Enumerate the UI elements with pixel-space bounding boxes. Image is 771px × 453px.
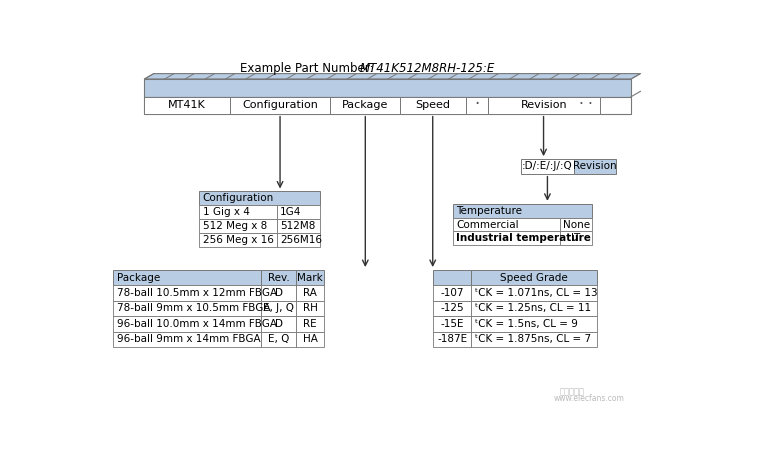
Bar <box>433 285 471 301</box>
Text: D: D <box>274 288 282 298</box>
Text: 1 Gig x 4: 1 Gig x 4 <box>203 207 250 217</box>
Bar <box>113 332 261 347</box>
Text: Configuration: Configuration <box>203 193 274 203</box>
Bar <box>296 316 325 332</box>
Text: Speed: Speed <box>416 100 450 110</box>
Bar <box>277 233 319 247</box>
Bar <box>453 231 560 246</box>
Bar <box>433 301 471 316</box>
Bar <box>113 270 261 285</box>
Text: RE: RE <box>304 319 317 329</box>
Bar <box>471 316 597 332</box>
Text: ·: · <box>474 96 480 113</box>
Text: ·: · <box>578 97 583 112</box>
Text: 256M16: 256M16 <box>280 235 322 245</box>
Text: ᵗCK = 1.25ns, CL = 11: ᵗCK = 1.25ns, CL = 11 <box>475 304 591 313</box>
Bar <box>200 205 277 219</box>
Text: IT: IT <box>571 233 581 243</box>
Text: Revision: Revision <box>520 100 567 110</box>
Text: MT41K: MT41K <box>168 100 206 110</box>
Text: HA: HA <box>303 334 318 344</box>
Bar <box>471 332 597 347</box>
Bar <box>433 316 471 332</box>
Text: 1G4: 1G4 <box>280 207 301 217</box>
Bar <box>433 332 471 347</box>
Text: ·: · <box>588 97 592 112</box>
Bar <box>453 217 560 231</box>
Text: www.elecfans.com: www.elecfans.com <box>554 394 625 403</box>
Bar <box>471 301 597 316</box>
Text: RH: RH <box>303 304 318 313</box>
Bar <box>296 285 325 301</box>
Text: Industrial temperature: Industrial temperature <box>456 233 591 243</box>
Bar <box>521 159 574 173</box>
Text: Package: Package <box>116 273 160 283</box>
Bar <box>144 79 631 96</box>
Text: Temperature: Temperature <box>456 206 522 216</box>
Bar <box>277 219 319 233</box>
Bar <box>261 285 296 301</box>
Text: 78-ball 10.5mm x 12mm FBGA: 78-ball 10.5mm x 12mm FBGA <box>116 288 277 298</box>
Text: -187E: -187E <box>437 334 467 344</box>
Text: 512 Meg x 8: 512 Meg x 8 <box>203 221 267 231</box>
Bar <box>433 270 471 285</box>
Bar <box>200 219 277 233</box>
Polygon shape <box>144 73 641 79</box>
Bar <box>331 96 400 114</box>
Bar <box>471 285 597 301</box>
Bar <box>113 301 261 316</box>
Bar <box>113 316 261 332</box>
Text: Commercial: Commercial <box>456 220 519 230</box>
Bar <box>200 233 277 247</box>
Text: E, J, Q: E, J, Q <box>263 304 294 313</box>
Bar <box>144 96 230 114</box>
Text: -125: -125 <box>440 304 464 313</box>
Bar <box>471 270 597 285</box>
Bar <box>296 332 325 347</box>
Bar <box>261 301 296 316</box>
Text: Package: Package <box>342 100 389 110</box>
Bar <box>261 270 296 285</box>
Bar <box>261 316 296 332</box>
Text: 96-ball 9mm x 14mm FBGA: 96-ball 9mm x 14mm FBGA <box>116 334 260 344</box>
Bar <box>400 96 466 114</box>
Text: 512M8: 512M8 <box>280 221 315 231</box>
Bar <box>230 96 331 114</box>
Bar <box>200 192 319 205</box>
Text: Example Part Number:: Example Part Number: <box>240 62 373 75</box>
Bar <box>466 96 488 114</box>
Bar <box>261 332 296 347</box>
Text: :D/:E/:J/:Q: :D/:E/:J/:Q <box>522 161 573 171</box>
Bar <box>560 217 592 231</box>
Bar <box>296 301 325 316</box>
Text: Speed Grade: Speed Grade <box>500 273 567 283</box>
Text: Mark: Mark <box>298 273 323 283</box>
Text: E, Q: E, Q <box>268 334 289 344</box>
Text: -15E: -15E <box>440 319 464 329</box>
Text: ᵗCK = 1.875ns, CL = 7: ᵗCK = 1.875ns, CL = 7 <box>475 334 591 344</box>
Bar <box>277 205 319 219</box>
Text: Configuration: Configuration <box>242 100 318 110</box>
Bar <box>488 96 600 114</box>
Text: Rev.: Rev. <box>268 273 289 283</box>
Text: Revision: Revision <box>574 161 617 171</box>
Bar <box>574 159 616 173</box>
Text: RA: RA <box>303 288 317 298</box>
Text: MT41K512M8RH-125:E: MT41K512M8RH-125:E <box>360 62 495 75</box>
Text: 96-ball 10.0mm x 14mm FBGA: 96-ball 10.0mm x 14mm FBGA <box>116 319 277 329</box>
Text: 256 Meg x 16: 256 Meg x 16 <box>203 235 274 245</box>
Text: 78-ball 9mm x 10.5mm FBGA: 78-ball 9mm x 10.5mm FBGA <box>116 304 270 313</box>
Bar <box>453 204 592 217</box>
Bar <box>296 270 325 285</box>
Text: None: None <box>563 220 590 230</box>
Text: -107: -107 <box>440 288 464 298</box>
Bar <box>560 231 592 246</box>
Text: ᵗCK = 1.5ns, CL = 9: ᵗCK = 1.5ns, CL = 9 <box>475 319 577 329</box>
Text: D: D <box>274 319 282 329</box>
Text: 电子发烧友: 电子发烧友 <box>560 387 585 396</box>
Bar <box>144 96 631 114</box>
Text: ᵗCK = 1.071ns, CL = 13: ᵗCK = 1.071ns, CL = 13 <box>475 288 598 298</box>
Bar <box>113 285 261 301</box>
